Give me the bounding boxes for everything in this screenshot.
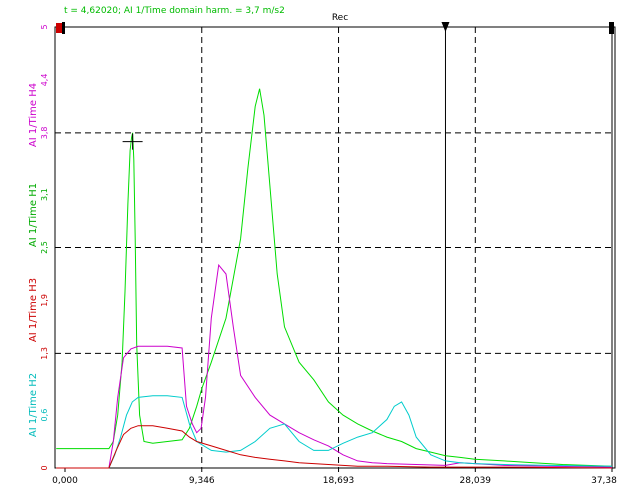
series-group: [56, 88, 613, 469]
grid: [55, 27, 615, 468]
y-tick-7: 4,4: [40, 74, 49, 87]
y-tick-3: 1,9: [40, 294, 49, 307]
x-tick-3: 28,039: [460, 476, 492, 486]
x-tick-0: 0,000: [52, 476, 78, 486]
axis-labels: AI 1/Time H4 AI 1/Time H1 AI 1/Time H3 AI 1…: [28, 83, 39, 437]
axis-label-1: AI 1/Time H1: [28, 183, 39, 247]
y-tick-0: 0: [40, 465, 49, 470]
marker-handle-1[interactable]: [609, 22, 614, 34]
marker-triangle-0[interactable]: [441, 22, 450, 32]
series-line-1: [56, 263, 613, 469]
series-line-0: [56, 88, 613, 467]
start-handle[interactable]: [62, 22, 65, 34]
top-bar-label: Rec: [332, 13, 348, 23]
axis-label-0: AI 1/Time H4: [28, 83, 39, 147]
series-line-3: [56, 425, 613, 469]
y-tick-5: 3,1: [40, 188, 49, 201]
axis-label-3: AI 1/Time H2: [28, 373, 39, 437]
y-tick-8: 5: [40, 24, 49, 29]
cursor-crosshair[interactable]: [122, 133, 143, 150]
x-tick-2: 18,693: [323, 476, 355, 486]
x-tick-4: 37,38: [591, 476, 617, 486]
x-tick-1: 9,346: [189, 476, 215, 486]
y-tick-1: 0,6: [40, 409, 49, 422]
y-tick-4: 2,5: [40, 241, 49, 254]
y-tick-6: 3,8: [40, 126, 49, 139]
series-line-2: [56, 395, 613, 469]
y-tick-2: 1,3: [40, 347, 49, 360]
cursor-readout: t = 4,62020; AI 1/Time domain harm. = 3,…: [64, 6, 285, 16]
axis-label-2: AI 1/Time H3: [28, 278, 39, 342]
y-ticks: 0 0,6 1,3 1,9 2,5 3,1 3,8 4,4 5: [40, 24, 49, 470]
markers: [441, 22, 614, 468]
red-marker[interactable]: [56, 23, 62, 33]
x-ticks: 0,000 9,346 18,693 28,039 37,38: [52, 468, 617, 486]
